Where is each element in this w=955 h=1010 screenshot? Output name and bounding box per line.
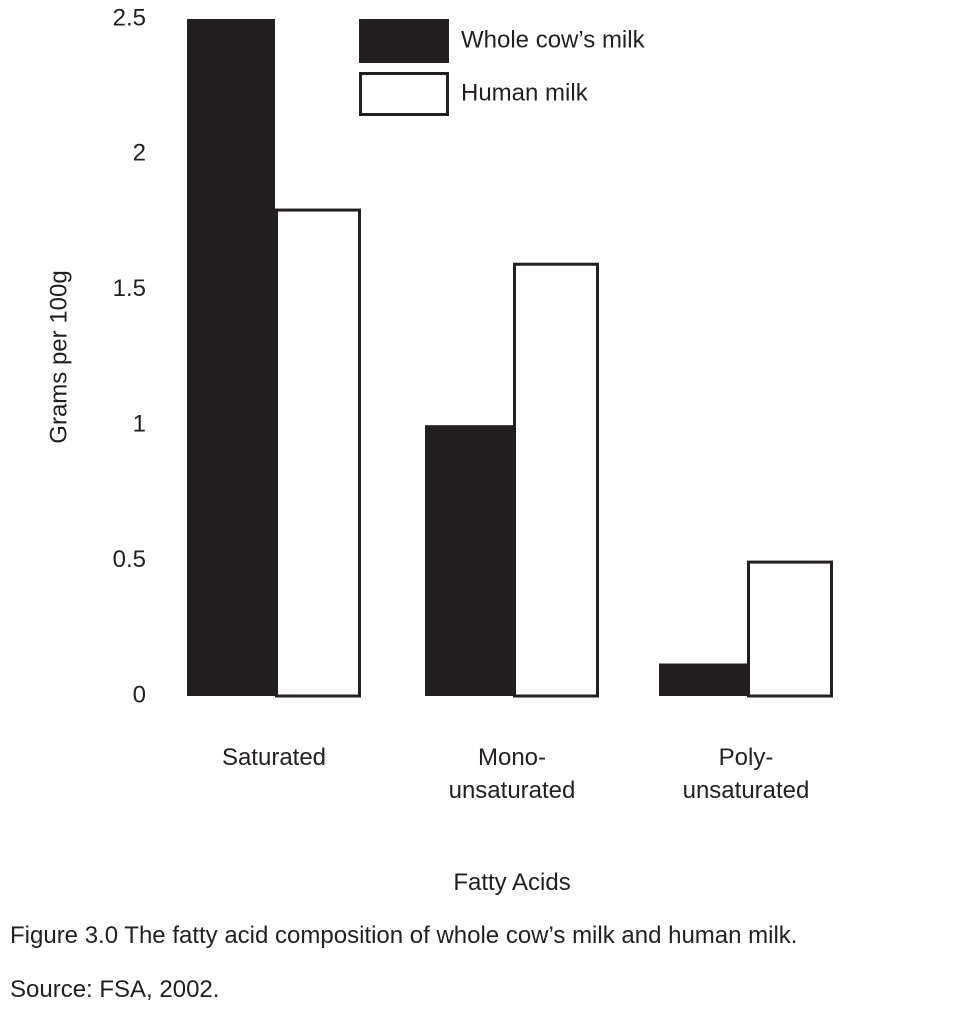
x-axis-label: Fatty Acids <box>453 869 570 896</box>
legend-swatch <box>359 72 449 116</box>
legend-label: Whole cow’s milk <box>461 26 646 53</box>
x-axis-tick-labels: Saturated Mono-unsaturated Poly-unsaturate… <box>222 744 809 804</box>
y-axis-ticks: 0 0.5 1 1.5 2 2.5 <box>113 4 146 708</box>
bar-human-milk <box>513 262 599 698</box>
x-tick-label: Poly- <box>719 744 774 771</box>
legend-swatch <box>359 19 449 63</box>
y-axis-label: Grams per 100g <box>45 270 72 443</box>
y-tick-label: 0 <box>133 681 146 708</box>
y-tick-label: 1.5 <box>113 275 146 302</box>
bar-cow-milk <box>425 425 513 696</box>
bar-human-milk <box>275 208 361 698</box>
bar-human-milk <box>747 560 833 698</box>
y-tick-label: 2 <box>133 140 146 167</box>
y-tick-label: 0.5 <box>113 546 146 573</box>
x-tick-label: unsaturated <box>449 777 576 804</box>
x-tick-label: unsaturated <box>683 777 810 804</box>
bars <box>187 19 833 698</box>
bar-cow-milk <box>659 663 747 696</box>
bar-cow-milk <box>187 19 275 696</box>
figure-caption: Figure 3.0 The fatty acid composition of… <box>10 922 798 949</box>
x-tick-label: Saturated <box>222 744 326 771</box>
y-tick-label: 2.5 <box>113 4 146 31</box>
legend: Whole cow’s milk Human milk <box>359 19 646 116</box>
y-tick-label: 1 <box>133 411 146 438</box>
legend-label: Human milk <box>461 79 589 106</box>
source-caption: Source: FSA, 2002. <box>10 976 220 1003</box>
x-tick-label: Mono- <box>478 744 546 771</box>
